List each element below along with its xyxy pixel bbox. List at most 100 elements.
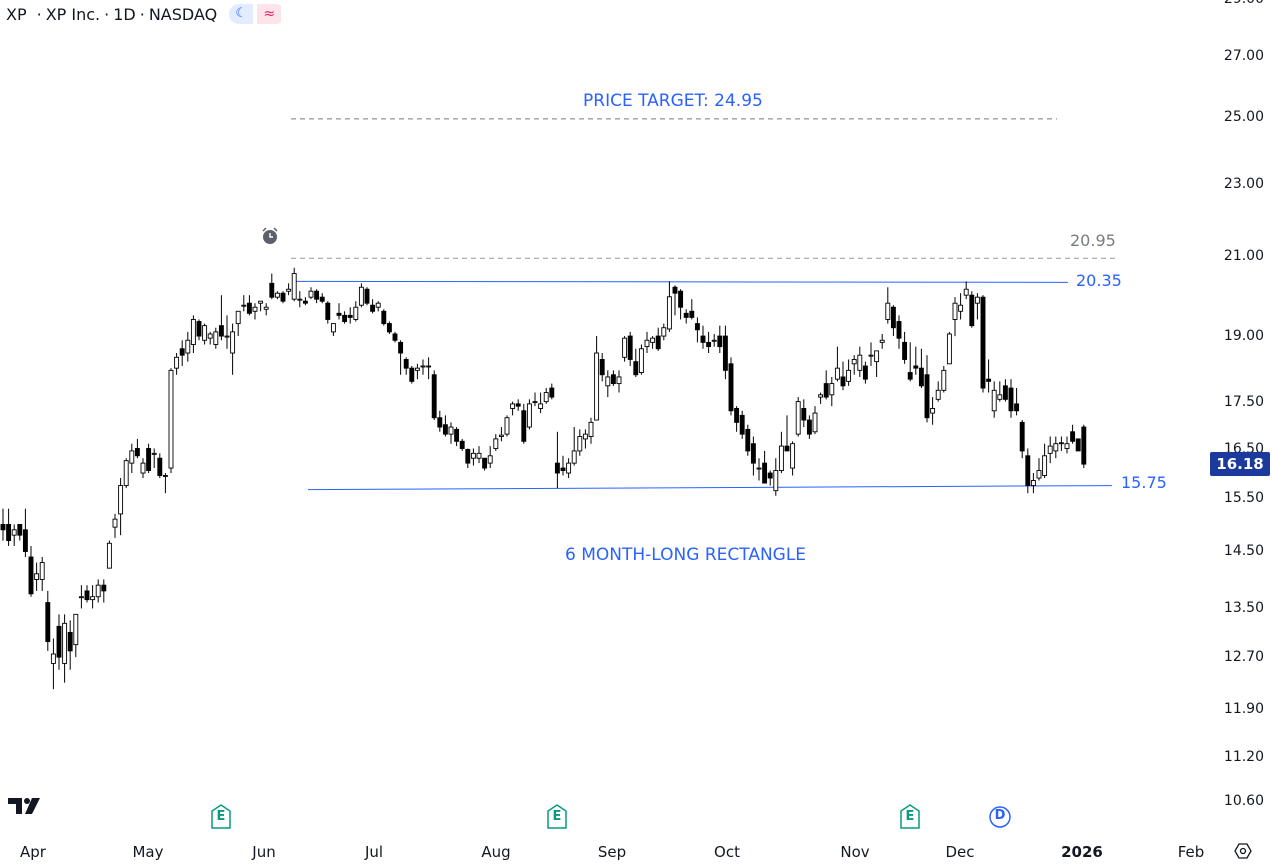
candle-bull (190, 319, 196, 345)
support-label: 15.75 (1121, 473, 1167, 492)
candle-bull (963, 288, 969, 296)
candle-bull (711, 339, 717, 342)
candle-bear (924, 374, 930, 419)
price-tick-label: 10.60 (1223, 793, 1264, 810)
candle-bear (722, 335, 728, 371)
earnings-icon[interactable]: E (545, 804, 569, 830)
price-tick-label: 11.20 (1223, 749, 1264, 766)
candle-bear (902, 341, 908, 360)
candle-bull (50, 653, 56, 664)
status-badge[interactable]: ☾ ≈ (229, 4, 285, 24)
candle-bear (655, 335, 661, 350)
earnings-icon[interactable]: E (898, 804, 922, 830)
alarm-clock-icon (262, 227, 278, 244)
candle-bear (896, 321, 902, 339)
candle-bear (437, 417, 443, 428)
candle-bear (6, 524, 12, 542)
candle-bear (179, 348, 185, 356)
candle-bear (918, 367, 924, 387)
dividend-icon[interactable]: D (988, 804, 1012, 830)
tradingview-logo[interactable] (8, 796, 48, 820)
candle-bear (627, 335, 633, 360)
candle-bull (414, 367, 420, 371)
candle-bull (420, 365, 426, 368)
candle-bear (1070, 431, 1076, 442)
candle-bull (358, 286, 364, 306)
candle-bear (280, 292, 286, 302)
candle-bear (801, 408, 807, 421)
candle-bull (616, 376, 622, 385)
candle-bear (980, 296, 986, 389)
candle-bull (375, 302, 381, 308)
candle-bull (1047, 445, 1053, 454)
candle-bull (39, 562, 45, 580)
candle-bull (543, 392, 549, 403)
candle-bull (991, 389, 997, 412)
candle-bear (56, 625, 62, 658)
candle-bull (588, 421, 594, 437)
price-tick-label: 19.00 (1223, 328, 1264, 345)
candle-bear (0, 524, 6, 531)
candle-bear (1014, 403, 1020, 412)
candle-bull (118, 485, 124, 515)
candle-bull (885, 302, 891, 320)
candle-bull (308, 290, 314, 298)
candle-bull (286, 288, 292, 292)
candle-bull (207, 333, 213, 339)
candle-bear (890, 306, 896, 329)
candle-bear (762, 462, 768, 484)
candle-bear (370, 304, 376, 312)
price-tick-label: 23.00 (1223, 175, 1264, 192)
earnings-icon[interactable]: E (209, 804, 233, 830)
candle-bull (605, 376, 611, 387)
candle-bear (745, 428, 751, 452)
time-tick-label: Feb (1177, 843, 1205, 861)
candle-bull (666, 296, 672, 330)
price-tick-label: 15.50 (1223, 490, 1264, 507)
candle-bull (638, 348, 644, 373)
candle-bull (958, 304, 964, 312)
candle-bear (1008, 387, 1014, 412)
candle-bull (73, 613, 79, 646)
candle-bear (734, 408, 740, 423)
symbol-header[interactable]: XP · XP Inc. · 1D · NASDAQ ☾ ≈ (6, 4, 289, 24)
candle-bear (1075, 438, 1081, 452)
candle-bull (930, 408, 936, 414)
separator: · (104, 4, 110, 24)
candle-bear (678, 290, 684, 308)
candle-bear (134, 448, 140, 457)
event-type-label: E (552, 809, 562, 824)
candle-bull (622, 337, 628, 358)
candle-bear (67, 631, 73, 652)
wave-icon: ≈ (257, 4, 282, 24)
candle-bear (196, 321, 202, 337)
candle-bull (241, 304, 247, 307)
support-line (307, 485, 1113, 491)
candle-bull (95, 584, 101, 598)
price-tick-label: 21.00 (1223, 248, 1264, 265)
candle-bull (538, 403, 544, 409)
candle-bear (336, 312, 342, 316)
candle-bear (392, 333, 398, 341)
candle-bull (291, 273, 297, 300)
time-tick-label: Jul (364, 843, 384, 861)
rectangle-label: 6 MONTH-LONG RECTANGLE (565, 545, 807, 565)
candle-bear (706, 341, 712, 348)
candle-bear (314, 290, 320, 300)
candle-bull (202, 325, 208, 341)
separator: · (139, 4, 145, 24)
candle-bull (297, 298, 303, 301)
candle-bull (1030, 480, 1036, 487)
candle-bull (185, 339, 191, 354)
candle-bear (739, 414, 745, 435)
exchange: NASDAQ (148, 4, 218, 24)
time-tick-label: May (132, 843, 164, 861)
candle-bear (342, 314, 348, 322)
candle-bull (498, 434, 504, 437)
resistance-label: 20.35 (1076, 271, 1122, 290)
candle-bull (162, 475, 168, 477)
candle-bull (90, 596, 96, 601)
gear-icon[interactable] (1234, 842, 1252, 864)
candle-bull (330, 323, 336, 333)
